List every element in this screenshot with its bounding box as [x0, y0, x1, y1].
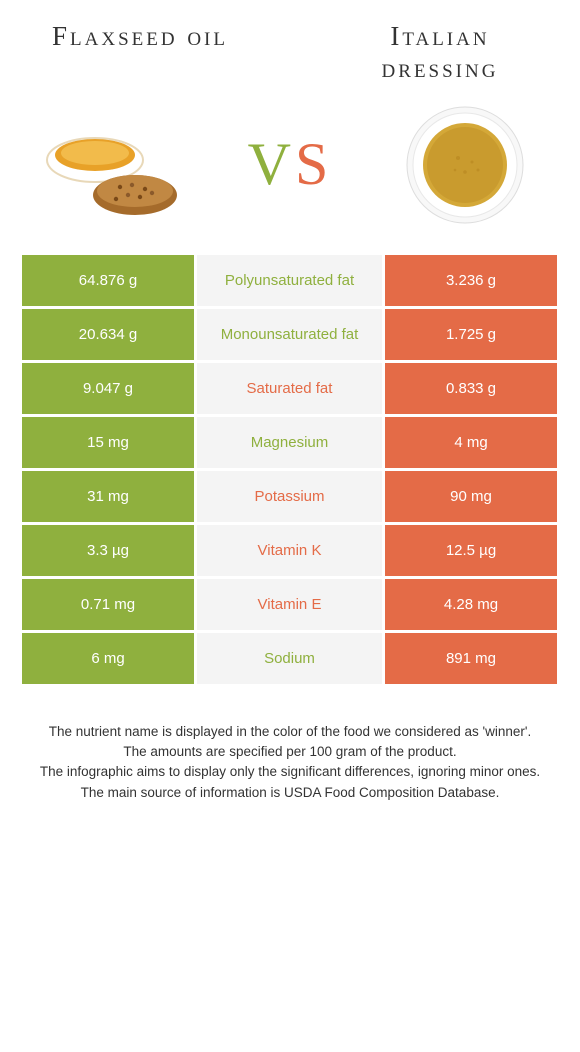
table-row: 3.3 µgVitamin K12.5 µg	[22, 525, 558, 576]
table-row: 64.876 gPolyunsaturated fat3.236 g	[22, 255, 558, 306]
footer-line-2: The amounts are specified per 100 gram o…	[25, 742, 555, 762]
left-value: 15 mg	[22, 417, 194, 468]
left-value: 64.876 g	[22, 255, 194, 306]
comparison-table: 64.876 gPolyunsaturated fat3.236 g20.634…	[0, 255, 580, 684]
italian-dressing-image	[390, 100, 540, 230]
right-value: 1.725 g	[385, 309, 557, 360]
nutrient-name: Magnesium	[197, 417, 382, 468]
table-row: 9.047 gSaturated fat0.833 g	[22, 363, 558, 414]
footer-line-3: The infographic aims to display only the…	[25, 762, 555, 782]
footer-notes: The nutrient name is displayed in the co…	[0, 687, 580, 803]
flaxseed-oil-image	[40, 100, 190, 230]
nutrient-name: Polyunsaturated fat	[197, 255, 382, 306]
nutrient-name: Sodium	[197, 633, 382, 684]
right-value: 891 mg	[385, 633, 557, 684]
left-value: 0.71 mg	[22, 579, 194, 630]
right-value: 4.28 mg	[385, 579, 557, 630]
left-value: 6 mg	[22, 633, 194, 684]
nutrient-name: Monounsaturated fat	[197, 309, 382, 360]
right-value: 4 mg	[385, 417, 557, 468]
right-value: 3.236 g	[385, 255, 557, 306]
left-value: 3.3 µg	[22, 525, 194, 576]
footer-line-4: The main source of information is USDA F…	[25, 783, 555, 803]
footer-line-1: The nutrient name is displayed in the co…	[25, 722, 555, 742]
table-row: 0.71 mgVitamin E4.28 mg	[22, 579, 558, 630]
table-row: 15 mgMagnesium4 mg	[22, 417, 558, 468]
nutrient-name: Vitamin K	[197, 525, 382, 576]
left-value: 9.047 g	[22, 363, 194, 414]
nutrient-name: Vitamin E	[197, 579, 382, 630]
right-value: 90 mg	[385, 471, 557, 522]
table-row: 31 mgPotassium90 mg	[22, 471, 558, 522]
right-value: 12.5 µg	[385, 525, 557, 576]
vs-s: S	[295, 131, 332, 197]
vs-label: VS	[248, 130, 333, 199]
title-right: Italian dressing	[340, 20, 540, 85]
title-left: Flaxseed oil	[40, 20, 240, 52]
table-row: 20.634 gMonounsaturated fat1.725 g	[22, 309, 558, 360]
right-value: 0.833 g	[385, 363, 557, 414]
image-row: VS	[0, 90, 580, 255]
left-value: 20.634 g	[22, 309, 194, 360]
nutrient-name: Potassium	[197, 471, 382, 522]
table-row: 6 mgSodium891 mg	[22, 633, 558, 684]
header: Flaxseed oil Italian dressing	[0, 0, 580, 90]
vs-v: V	[248, 131, 295, 197]
nutrient-name: Saturated fat	[197, 363, 382, 414]
left-value: 31 mg	[22, 471, 194, 522]
